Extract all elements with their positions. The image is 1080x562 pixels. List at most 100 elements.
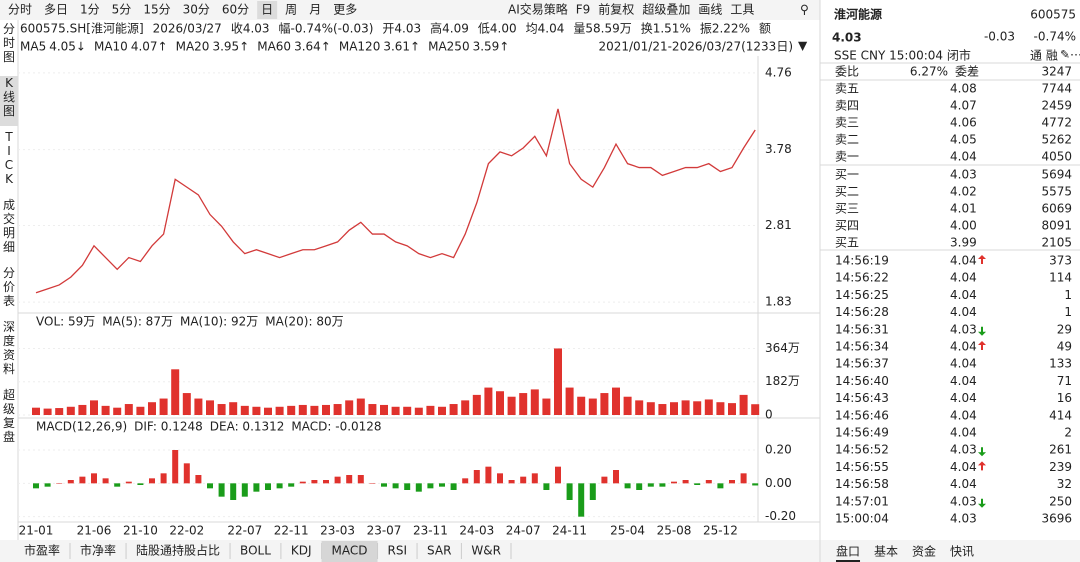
side-tab[interactable]: K 线图	[3, 76, 15, 118]
side-tab[interactable]: 深度资料	[3, 320, 15, 376]
macd-bar	[218, 483, 225, 497]
period-tab[interactable]: 日	[261, 3, 273, 17]
indicator-tab[interactable]: 市净率	[80, 543, 116, 558]
volume-bar	[240, 405, 249, 415]
trade-volume: 29	[1057, 322, 1072, 336]
volume-bar	[380, 404, 388, 415]
volume-bar	[275, 406, 284, 415]
book-price: 3.99	[950, 236, 977, 250]
period-tab[interactable]: 分时	[8, 3, 32, 17]
ma-value: 3.61↑	[383, 40, 420, 54]
macd-bar	[346, 475, 353, 484]
book-label: 买一	[835, 168, 859, 182]
macd-bar	[404, 483, 411, 490]
dropdown-icon[interactable]: ▼	[798, 39, 808, 53]
search-icon[interactable]: ⚲	[800, 3, 809, 17]
macd-bar	[752, 483, 759, 486]
tool-button[interactable]: F9	[576, 3, 591, 17]
volume-bar	[496, 391, 504, 415]
trade-arrow	[978, 341, 986, 350]
macd-bar	[381, 483, 387, 487]
macd-bar	[427, 483, 434, 489]
y-tick-label: -0.20	[765, 509, 796, 523]
trade-price: 4.04	[950, 408, 977, 422]
period-tab[interactable]: 15分	[143, 3, 170, 17]
bottom-tabs-bg	[0, 540, 820, 562]
side-tab[interactable]: 分价表	[3, 266, 15, 308]
info-item: 低4.00	[478, 22, 517, 36]
indicator-tab[interactable]: KDJ	[291, 544, 312, 558]
period-tab[interactable]: 5分	[112, 3, 132, 17]
panel-tab[interactable]: 快讯	[950, 545, 974, 559]
x-tick-label: 24-03	[459, 524, 494, 538]
pane-legend: MA(20): 80万	[265, 315, 343, 329]
indicator-tab[interactable]: W&R	[471, 544, 501, 558]
x-tick-label: 24-11	[552, 524, 587, 538]
trade-volume: 250	[1049, 494, 1072, 508]
volume-bar	[542, 398, 551, 415]
volume-bar	[403, 406, 412, 415]
indicator-tab[interactable]: RSI	[388, 544, 408, 558]
volume-bar	[66, 406, 75, 415]
side-tab[interactable]: 超级复盘	[3, 387, 15, 444]
macd-bar	[624, 483, 631, 489]
panel-tab[interactable]: 基本	[874, 545, 898, 559]
period-tab[interactable]: 1分	[80, 3, 100, 17]
volume-bar	[148, 402, 156, 415]
macd-bar	[114, 483, 121, 487]
period-tab[interactable]: 周	[285, 3, 297, 17]
book-volume: 2459	[1041, 99, 1072, 113]
pane-legend: DEA: 0.1312	[210, 420, 285, 434]
macd-bar	[334, 476, 341, 484]
toolbar-bg	[0, 0, 820, 20]
last-price: 4.03	[832, 31, 862, 45]
indicator-tab[interactable]: MACD	[332, 544, 368, 558]
trade-volume: 2	[1064, 426, 1072, 440]
tool-button[interactable]: 工具	[730, 3, 754, 17]
panel-tab[interactable]: 盘口	[836, 544, 860, 559]
tool-button[interactable]: 超级叠加	[642, 2, 690, 17]
volume-bar	[113, 407, 122, 415]
book-label: 买三	[835, 202, 859, 216]
volume-bar	[751, 404, 760, 415]
x-tick-label: 22-07	[227, 524, 262, 538]
period-tab[interactable]: 月	[309, 3, 321, 17]
panel-icons[interactable]: ✎⋯	[1060, 48, 1080, 62]
tool-button[interactable]: 画线	[698, 3, 722, 17]
side-tab[interactable]: 分时图	[3, 22, 15, 64]
volume-bar	[391, 406, 400, 415]
indicator-tab[interactable]: 陆股通持股占比	[136, 543, 220, 558]
period-tab[interactable]: 60分	[222, 3, 249, 17]
period-tab[interactable]: 多日	[44, 3, 68, 17]
macd-bar	[102, 478, 109, 484]
macd-bar	[357, 475, 364, 484]
info-item: 2026/03/27	[153, 22, 222, 36]
macd-bar	[91, 473, 97, 484]
ma-name: MA10	[94, 40, 128, 54]
tool-button[interactable]: 前复权	[598, 2, 634, 17]
indicator-tab[interactable]: BOLL	[240, 544, 271, 558]
x-tick-label: 21-10	[123, 524, 158, 538]
indicator-tab[interactable]: SAR	[427, 544, 451, 558]
volume-bar	[206, 400, 214, 415]
macd-bar	[265, 483, 271, 490]
tool-button[interactable]: AI交易策略	[508, 2, 568, 17]
panel-tab[interactable]: 资金	[912, 544, 936, 559]
volume-bar	[298, 404, 307, 415]
trade-time: 14:56:40	[835, 374, 889, 388]
info-item: 额	[759, 22, 771, 36]
period-tab[interactable]: 30分	[183, 3, 210, 17]
macd-bar	[195, 475, 202, 484]
y-tick-label: 0.20	[765, 443, 792, 457]
stock-code: 600575	[1030, 8, 1076, 22]
macd-bar	[207, 483, 213, 489]
panel-tabs-bg	[820, 540, 1080, 562]
trade-time: 14:57:01	[835, 494, 889, 508]
volume-bar	[600, 393, 609, 415]
indicator-tab[interactable]: 市盈率	[24, 543, 60, 558]
stock-name: 淮河能源	[834, 7, 882, 22]
period-tab[interactable]: 更多	[333, 3, 357, 17]
side-tab[interactable]: 成交明细	[3, 198, 15, 254]
